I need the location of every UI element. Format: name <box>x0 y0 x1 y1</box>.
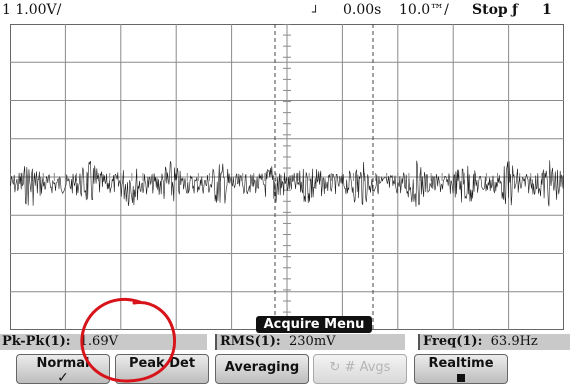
checkmark-icon: ✓ <box>57 370 69 386</box>
status-bar: 1 1.00V/ ┘ 0.00s 10.0™/ Stop ƒ 1 <box>0 0 570 20</box>
normal-softkey[interactable]: Normal ✓ <box>16 354 110 386</box>
peak-det-softkey[interactable]: Peak Det <box>115 354 209 384</box>
normal-label: Normal <box>36 356 90 371</box>
freq-label: Freq( <box>423 334 463 349</box>
avgs-softkey[interactable]: ↻ # Avgs <box>313 354 407 384</box>
menu-title: Acquire Menu <box>256 316 372 333</box>
peak-det-label: Peak Det <box>128 356 196 371</box>
waveform-trace <box>10 160 564 207</box>
freq-channel: 1 <box>462 334 472 349</box>
time-scale: 10.0™/ <box>399 2 449 18</box>
channel-scale: 1 1.00V/ <box>2 2 62 18</box>
averaging-softkey[interactable]: Averaging <box>215 354 309 384</box>
rotary-knob-icon: ↻ <box>329 360 341 375</box>
realtime-indicator-icon <box>415 371 507 385</box>
rms-label: RMS( <box>220 334 261 349</box>
freq-label-end: ): <box>471 334 483 349</box>
run-state: Stop <box>472 2 508 18</box>
pkpk-channel: 1 <box>50 334 60 349</box>
pkpk-value: 1.69V <box>79 334 118 349</box>
rms-value: 230mV <box>289 334 336 349</box>
rms-channel: 1 <box>260 334 270 349</box>
pkpk-label: Pk-Pk( <box>2 334 51 349</box>
realtime-label: Realtime <box>428 356 494 371</box>
waveform-display <box>10 24 564 330</box>
softkey-bar: Normal ✓ Peak Det Averaging ↻ # Avgs Rea… <box>0 352 570 385</box>
measurement-row: Pk-Pk(1): 1.69V RMS(1): 230mV Freq(1): 6… <box>0 334 570 350</box>
measurement-freq: Freq(1): 63.9Hz <box>418 334 570 350</box>
freq-value: 63.9Hz <box>490 334 538 349</box>
waveform-graticule <box>10 24 564 330</box>
trigger-channel: 1 <box>542 2 552 18</box>
trigger-position-marker-icon: ┘ <box>312 5 320 19</box>
rms-label-end: ): <box>269 334 281 349</box>
measurement-rms: RMS(1): 230mV <box>215 334 405 350</box>
trigger-edge-icon: ƒ <box>512 2 519 18</box>
time-offset: 0.00s <box>343 2 382 18</box>
avgs-label: # Avgs <box>344 360 391 375</box>
realtime-softkey[interactable]: Realtime <box>414 354 508 384</box>
measurement-pkpk: Pk-Pk(1): 1.69V <box>0 334 207 350</box>
averaging-label: Averaging <box>224 360 300 375</box>
pkpk-label-end: ): <box>59 334 71 349</box>
